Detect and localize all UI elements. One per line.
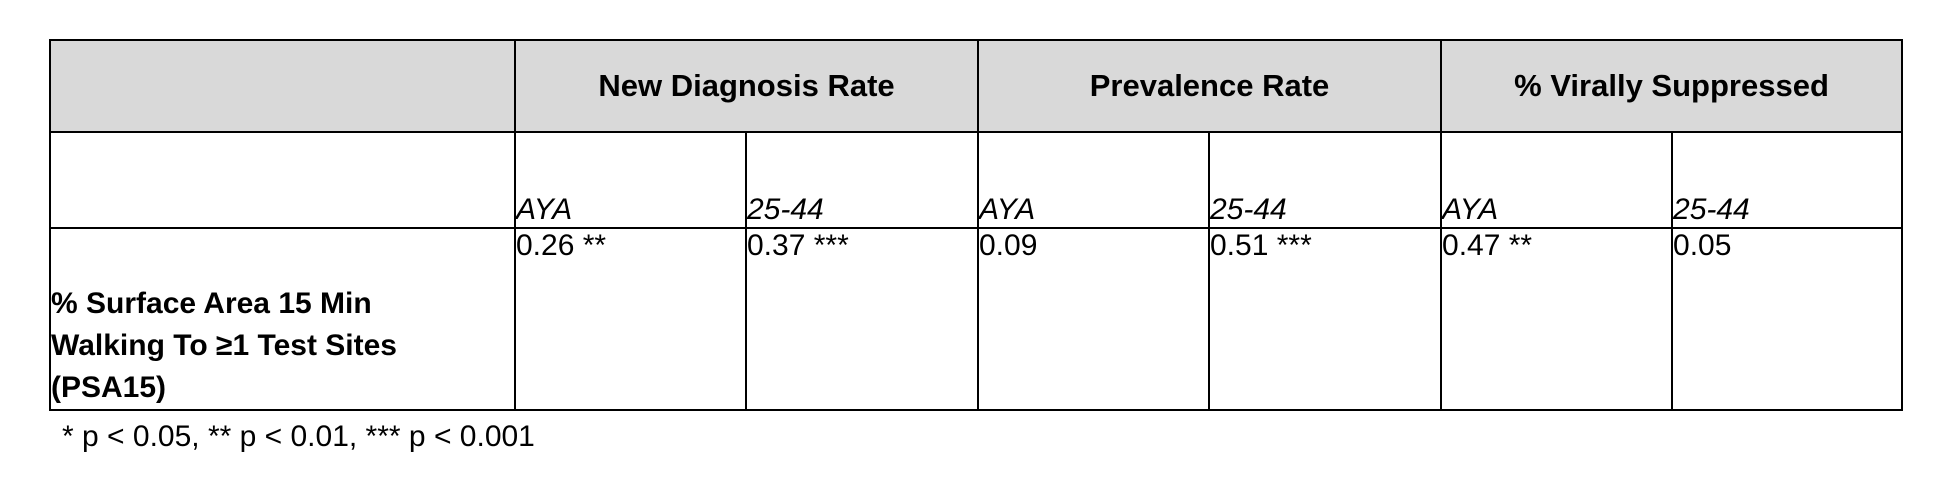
value-cell: 0.09 (977, 227, 1210, 411)
significance-footnote: * p < 0.05, ** p < 0.01, *** p < 0.001 (62, 420, 535, 453)
row-label-line: (PSA15) (51, 371, 167, 404)
subheader-row: AYA 25-44 AYA 25-44 AYA 25-44 (49, 131, 1904, 229)
value-cell: 0.47 ** (1440, 227, 1674, 411)
group-header-prevalence-rate: Prevalence Rate (976, 39, 1443, 133)
group-header-row: New Diagnosis Rate Prevalence Rate % Vir… (49, 39, 1904, 133)
subheader-25-44: 25-44 (1671, 131, 1904, 229)
subheader-aya: AYA (514, 131, 747, 229)
subheader-aya: AYA (977, 131, 1210, 229)
row-label: % Surface Area 15 Min Walking To ≥1 Test… (49, 227, 516, 411)
table-row: % Surface Area 15 Min Walking To ≥1 Test… (49, 227, 1904, 411)
group-header-virally-suppressed: % Virally Suppressed (1440, 39, 1904, 133)
group-header-new-diagnosis-rate: New Diagnosis Rate (514, 39, 979, 133)
corner-header-cell (49, 39, 516, 133)
value-cell: 0.26 ** (514, 227, 747, 411)
row-label-line: Walking To ≥1 Test Sites (51, 329, 397, 362)
value-cell: 0.05 (1671, 227, 1904, 411)
subheader-25-44: 25-44 (1207, 131, 1443, 229)
subheader-25-44: 25-44 (745, 131, 979, 229)
value-cell: 0.37 *** (745, 227, 979, 411)
subheader-aya: AYA (1440, 131, 1674, 229)
row-label-line: % Surface Area 15 Min (51, 287, 372, 320)
subheader-corner-cell (49, 131, 516, 229)
results-table: New Diagnosis Rate Prevalence Rate % Vir… (49, 39, 1904, 411)
value-cell: 0.51 *** (1207, 227, 1443, 411)
